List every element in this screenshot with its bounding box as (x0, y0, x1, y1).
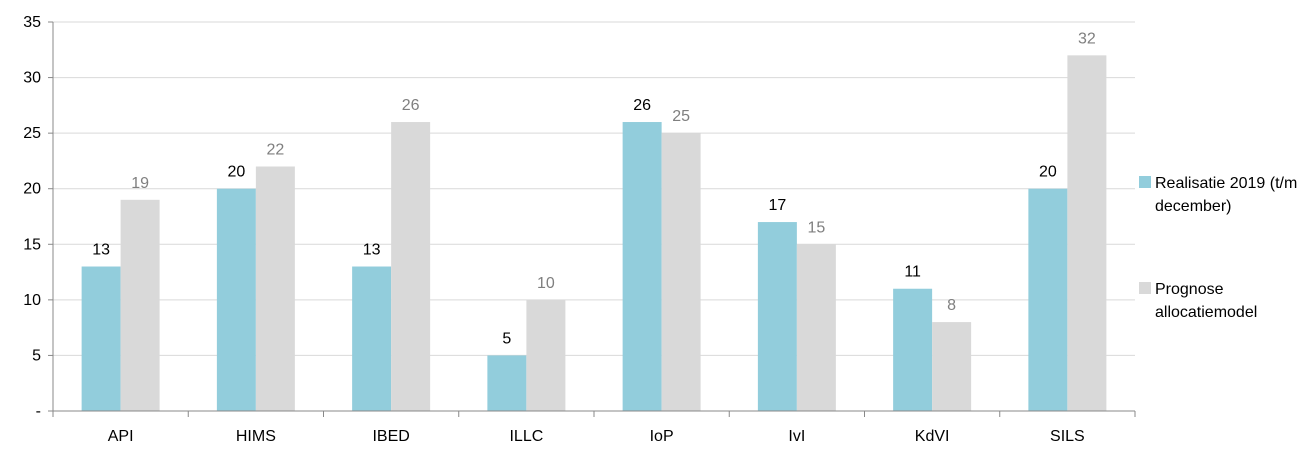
legend-label: Prognose (1155, 281, 1224, 298)
data-label: 20 (1039, 164, 1057, 181)
x-category-label: KdVI (915, 428, 950, 445)
bar (120, 199, 160, 411)
y-tick-label: - (36, 403, 41, 420)
bar (1028, 188, 1068, 411)
bar (622, 122, 662, 412)
bar (255, 166, 295, 411)
bar (796, 244, 836, 411)
data-label: 20 (227, 164, 245, 181)
x-category-label: IoP (650, 428, 674, 445)
y-tick-label: 35 (23, 14, 41, 31)
legend: Realisatie 2019 (t/m december) Prognose all… (1139, 175, 1297, 321)
x-category-label: API (108, 428, 134, 445)
data-label: 8 (947, 297, 956, 314)
bar (932, 322, 972, 411)
legend-swatch (1139, 282, 1151, 294)
data-labels: 13 19 20 22 13 26 5 10 26 25 17 15 11 8 20 32 (92, 30, 1096, 347)
legend-label: Realisatie 2019 (t/m (1155, 175, 1297, 192)
data-label: 10 (537, 275, 555, 292)
x-category-label: SILS (1050, 428, 1085, 445)
y-tick-label: 30 (23, 70, 41, 87)
data-label: 15 (807, 219, 825, 236)
y-tick-label: 25 (23, 125, 41, 142)
y-tick-label: 15 (23, 236, 41, 253)
gridlines (53, 21, 1135, 356)
bar (352, 266, 392, 411)
legend-label: allocatiemodel (1155, 304, 1257, 321)
data-label: 22 (266, 141, 284, 158)
data-label: 26 (402, 97, 420, 114)
y-tick-label: 10 (23, 292, 41, 309)
bars (81, 55, 1107, 412)
bar (893, 288, 933, 411)
bar (757, 222, 797, 411)
x-category-label: HIMS (236, 428, 276, 445)
data-label: 17 (768, 197, 786, 214)
bar (661, 133, 701, 411)
x-category-label: IBED (372, 428, 409, 445)
y-tick-label: 20 (23, 181, 41, 198)
data-label: 25 (672, 108, 690, 125)
bar (1067, 55, 1107, 411)
x-category-label: ILLC (509, 428, 543, 445)
bar (526, 299, 566, 411)
data-label: 5 (502, 330, 511, 347)
x-category-label: IvI (788, 428, 805, 445)
y-tick-label: 5 (32, 347, 41, 364)
data-label: 26 (633, 97, 651, 114)
legend-label: december) (1155, 198, 1231, 215)
data-label: 13 (92, 242, 110, 259)
bar (391, 122, 431, 412)
axes: - 5 10 15 20 25 30 35 API HIMS IBED ILLC IoP IvI KdVI S… (23, 14, 1136, 445)
data-label: 32 (1078, 30, 1096, 47)
bar (81, 266, 121, 411)
data-label: 11 (904, 264, 921, 281)
data-label: 13 (363, 242, 381, 259)
legend-swatch (1139, 176, 1151, 188)
bar (216, 188, 256, 411)
data-label: 19 (131, 175, 149, 192)
bar (487, 355, 527, 411)
